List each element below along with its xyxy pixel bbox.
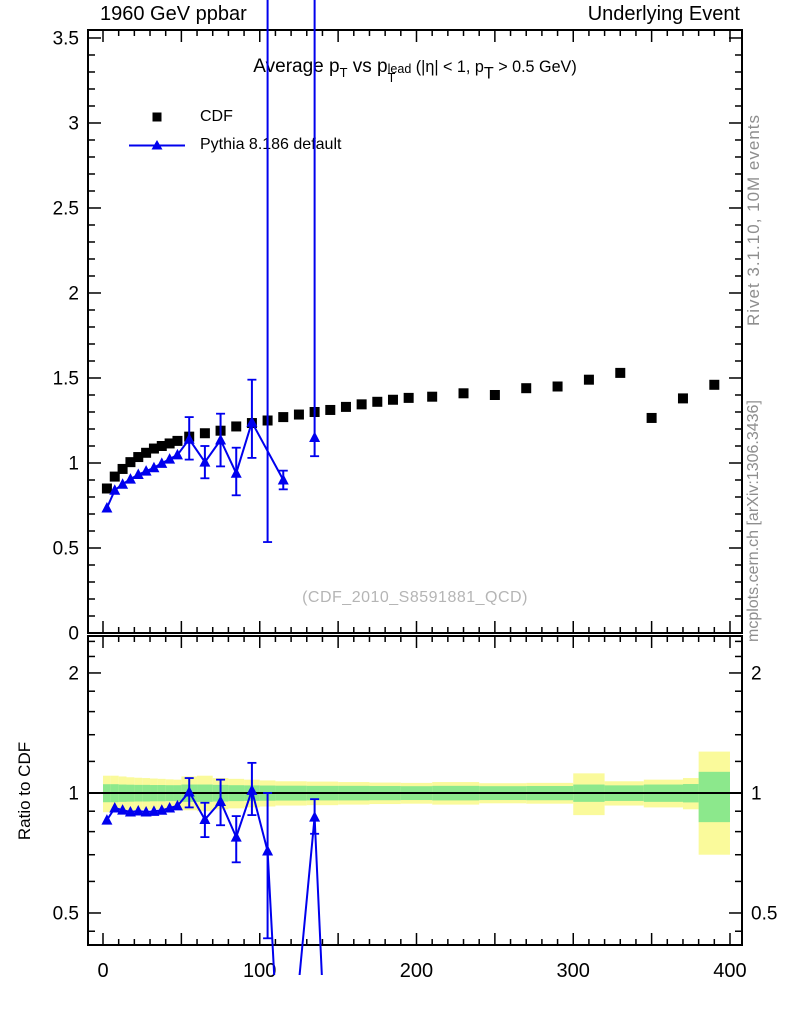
observable-group-label: Underlying Event	[587, 3, 740, 25]
svg-text:300: 300	[557, 960, 590, 982]
legend-entry-pythia: Pythia 8.186 default	[128, 131, 341, 159]
svg-text:100: 100	[243, 960, 276, 982]
ratio-panel-bg	[88, 636, 742, 945]
beam-energy-label: 1960 GeV ppbar	[100, 3, 247, 25]
title-sup-sub-stack: lead T	[387, 61, 412, 86]
svg-text:0.5: 0.5	[751, 903, 777, 924]
svg-text:200: 200	[400, 960, 433, 982]
ratio-axis-title: Ratio to CDF	[15, 741, 34, 841]
ratio-y-tick-labels: 0.5 0.5 1 1 2 2	[53, 663, 778, 924]
uncertainty-band-yellow	[103, 751, 730, 855]
svg-text:1: 1	[68, 453, 79, 474]
svg-text:2: 2	[68, 663, 79, 684]
main-y-tick-labels: 0 0.5 1 1.5 2 2.5 3 3.5	[53, 28, 79, 644]
legend: CDF Pythia 8.186 default	[128, 103, 341, 159]
legend-entry-cdf: CDF	[128, 103, 341, 131]
svg-text:2: 2	[68, 283, 79, 304]
x-tick-labels: 0 100 200 300 400	[97, 960, 746, 982]
pythia-triangle-marker-icon	[128, 138, 186, 152]
svg-text:2.5: 2.5	[53, 198, 79, 219]
rivet-version-note: Rivet 3.1.10, 10M events	[744, 113, 763, 327]
cdf-square-marker-icon	[128, 110, 186, 124]
svg-text:3.5: 3.5	[53, 28, 79, 49]
mcplots-arxiv-note: mcplots.cern.ch [arXiv:1306.3436]	[745, 400, 762, 642]
uncertainty-band-green	[103, 771, 730, 823]
svg-text:1.5: 1.5	[53, 368, 79, 389]
axis-ticks	[88, 30, 742, 945]
svg-text:0.5: 0.5	[53, 538, 79, 559]
svg-text:0.5: 0.5	[53, 903, 79, 924]
svg-text:0: 0	[97, 960, 108, 982]
ratio-frame	[87, 635, 743, 946]
svg-text:400: 400	[713, 960, 746, 982]
svg-text:1: 1	[68, 783, 79, 804]
svg-text:0: 0	[68, 624, 79, 645]
svg-text:3: 3	[68, 113, 79, 134]
plot-title: Average pT vs p lead T (|η| < 1, pT > 0.5 …	[253, 56, 577, 86]
legend-label-pythia: Pythia 8.186 default	[200, 136, 342, 153]
analysis-watermark: (CDF_2010_S8591881_QCD)	[302, 589, 528, 606]
svg-text:1: 1	[751, 783, 762, 804]
svg-text:2: 2	[751, 663, 762, 684]
cdf-series	[101, 367, 720, 494]
legend-label-cdf: CDF	[200, 108, 233, 125]
pythia-ratio-series	[101, 761, 323, 975]
